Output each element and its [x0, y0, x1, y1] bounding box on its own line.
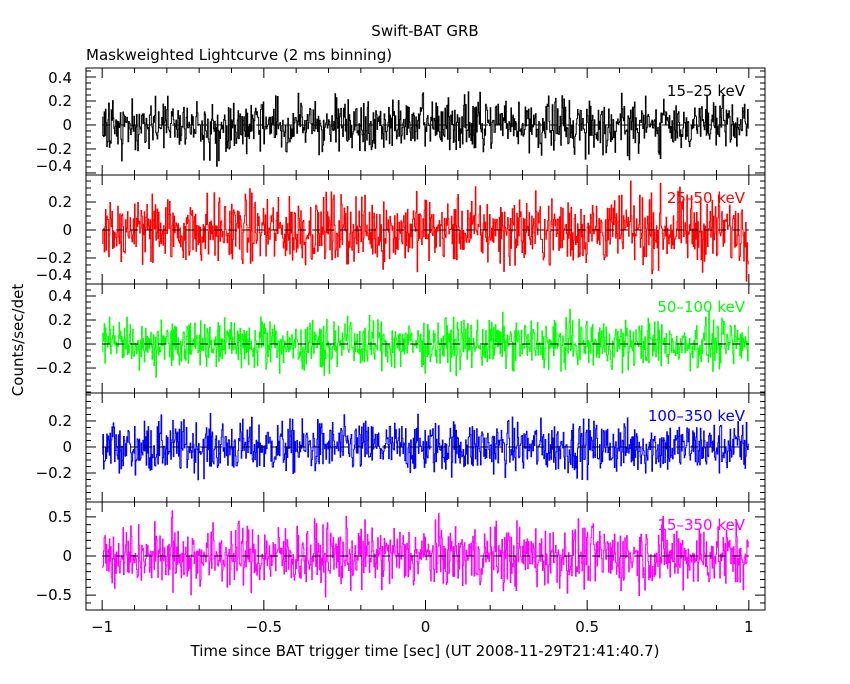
- y-tick-label: −0.2: [36, 249, 72, 267]
- x-tick-label: 0.5: [575, 618, 599, 636]
- panel-1: −0.4−0.2 0 0.2 25–50 keV: [36, 174, 766, 285]
- x-axis-label: Time since BAT trigger time [sec] (UT 20…: [190, 642, 660, 660]
- y-tick-label: −0.2: [36, 140, 72, 158]
- y-tick-label: −0.4: [36, 266, 72, 284]
- y-axis-label: Counts/sec/det: [9, 284, 27, 397]
- panel-energy-label: 25–50 keV: [667, 189, 746, 207]
- y-tick-label: −0.2: [36, 464, 72, 482]
- panel-0: −0.4−0.2 0 0.2 0.4 15–25 keV: [36, 67, 766, 176]
- panel-2: −0.2 0 0.2 0.4 50–100 keV: [36, 283, 766, 394]
- panel-4: −0.5 0 0.5 15–350 keV: [36, 501, 766, 611]
- y-tick-label: −0.2: [36, 359, 72, 377]
- y-tick-label: 0: [62, 116, 72, 134]
- y-tick-label: 0: [62, 335, 72, 353]
- y-tick-label: 0: [62, 438, 72, 456]
- y-tick-label: 0.4: [48, 287, 72, 305]
- y-tick-label: 0.2: [48, 193, 72, 211]
- y-tick-label: 0.2: [48, 412, 72, 430]
- x-tick-label: 0: [421, 618, 431, 636]
- chart-subtitle: Maskweighted Lightcurve (2 ms binning): [86, 46, 392, 64]
- panel-3: −0.2 0 0.2 100–350 keV: [36, 392, 766, 503]
- y-tick-label: 0.4: [48, 69, 72, 87]
- x-tick-label: 1: [744, 618, 754, 636]
- panel-energy-label: 15–25 keV: [667, 82, 746, 100]
- panel-energy-label: 50–100 keV: [657, 298, 745, 316]
- panel-energy-label: 15–350 keV: [657, 516, 745, 534]
- y-tick-label: −0.5: [36, 586, 72, 604]
- series-line-2: [102, 308, 749, 378]
- y-tick-label: 0: [62, 547, 72, 565]
- y-tick-label: 0.5: [48, 508, 72, 526]
- y-tick-label: 0.2: [48, 311, 72, 329]
- y-tick-label: −0.4: [36, 157, 72, 175]
- series-line-0: [102, 91, 749, 167]
- x-tick-label: −1: [91, 618, 113, 636]
- y-tick-label: 0.2: [48, 92, 72, 110]
- x-tick-label: −0.5: [246, 618, 282, 636]
- series-line-4: [102, 510, 749, 598]
- y-tick-label: 0: [62, 221, 72, 239]
- series-line-3: [102, 412, 749, 481]
- panel-energy-label: 100–350 keV: [648, 407, 746, 425]
- chart-title: Swift-BAT GRB: [371, 22, 478, 40]
- series-line-1: [102, 180, 749, 282]
